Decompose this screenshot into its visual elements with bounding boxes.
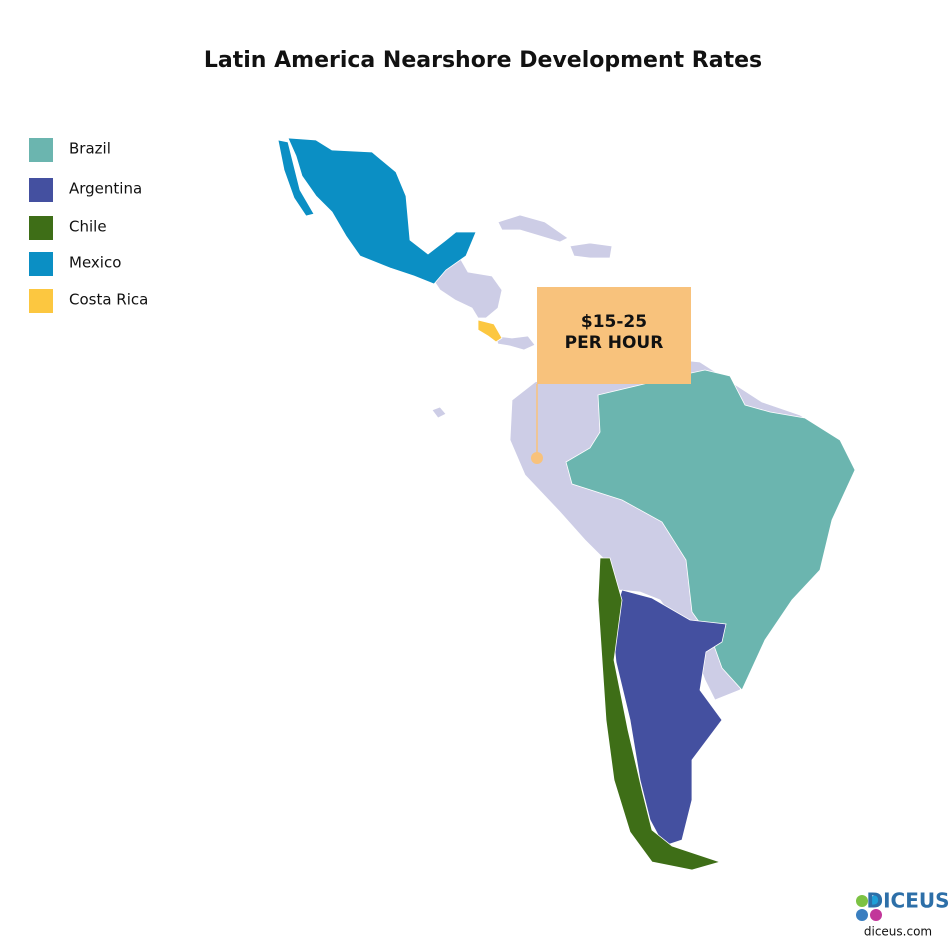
legend-swatch [29,178,53,202]
callout-box [537,287,691,384]
logo-icon [856,895,868,907]
mexico-shape [277,137,477,285]
legend-label: Mexico [69,254,121,272]
callout-unit: PER HOUR [565,333,664,353]
legend-swatch [29,252,53,276]
logo-name: DICEUS [866,889,949,913]
callout-rate: $15-25 [581,312,647,332]
galapagos [431,406,447,419]
brazil-shape [565,369,856,691]
legend-swatch [29,138,53,162]
logo: DICEUS diceus.com [856,889,950,939]
title: Latin America Nearshore Development Rate… [204,48,762,73]
costa-rica-shape [477,319,503,343]
cuba [497,214,569,243]
legend-swatch [29,216,53,240]
legend-label: Argentina [69,180,142,198]
logo-icon [856,909,868,921]
callout-dot [531,452,543,464]
legend-label: Brazil [69,140,111,158]
logo-icon [870,909,882,921]
legend-swatch [29,289,53,313]
logo-icon [870,895,882,907]
central-america [431,257,503,319]
chile-shape [597,557,722,871]
legend: Brazil Argentina Chile Mexico Costa Rica [29,138,148,313]
panama [494,335,536,351]
legend-label: Chile [69,218,107,236]
map [277,137,856,871]
legend-label: Costa Rica [69,291,148,309]
logo-url: diceus.com [864,925,932,939]
callout: $15-25 PER HOUR [531,287,691,464]
hispaniola [569,242,613,259]
